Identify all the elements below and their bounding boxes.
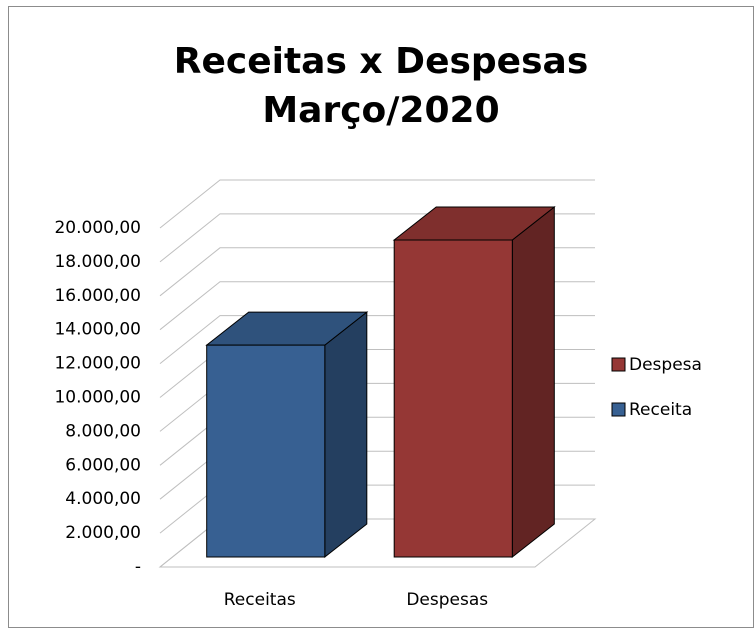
bar-front bbox=[206, 344, 326, 558]
y-tick-label: 16.000,00 bbox=[54, 286, 141, 306]
grid-line bbox=[159, 179, 595, 229]
y-tick-label: - bbox=[135, 557, 141, 577]
x-tick-label: Receitas bbox=[224, 590, 296, 610]
y-tick-label: 8.000,00 bbox=[65, 421, 141, 441]
y-tick-label: 4.000,00 bbox=[65, 489, 141, 509]
legend-swatch bbox=[611, 357, 626, 372]
y-tick-label: 10.000,00 bbox=[54, 388, 141, 408]
y-tick-label: 20.000,00 bbox=[54, 218, 141, 238]
legend-label: Receita bbox=[629, 400, 692, 420]
x-tick-label: Despesas bbox=[406, 590, 488, 610]
legend-label: Despesa bbox=[629, 355, 702, 375]
chart-subtitle: Março/2020 bbox=[262, 90, 499, 131]
legend-swatch bbox=[611, 402, 626, 417]
chart-border bbox=[8, 6, 754, 628]
bar-side bbox=[324, 311, 368, 559]
bar bbox=[392, 206, 556, 559]
bar-front bbox=[393, 239, 513, 558]
chart-title: Receitas x Despesas bbox=[174, 41, 589, 82]
bar-side bbox=[511, 206, 555, 559]
bar bbox=[205, 311, 369, 559]
y-tick-label: 18.000,00 bbox=[54, 252, 141, 272]
y-tick-label: 6.000,00 bbox=[65, 455, 141, 475]
y-tick-label: 2.000,00 bbox=[65, 523, 141, 543]
y-tick-label: 12.000,00 bbox=[54, 354, 141, 374]
y-tick-label: 14.000,00 bbox=[54, 320, 141, 340]
